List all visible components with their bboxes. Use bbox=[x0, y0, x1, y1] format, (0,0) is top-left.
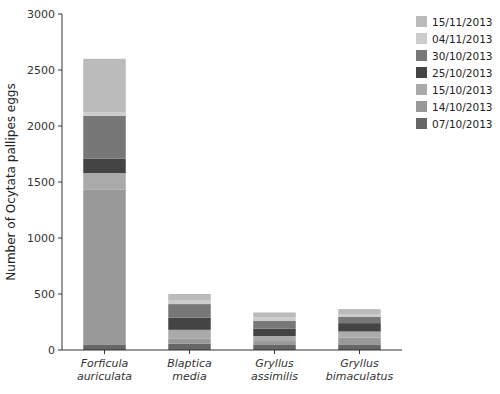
y-tick bbox=[58, 350, 62, 351]
bar-segment bbox=[83, 59, 126, 113]
legend-label: 25/10/2013 bbox=[432, 67, 493, 79]
y-tick-label: 3000 bbox=[27, 8, 55, 21]
bar-segment bbox=[253, 312, 296, 316]
bar-segment bbox=[338, 309, 381, 315]
y-tick bbox=[58, 238, 62, 239]
bar-segment bbox=[338, 323, 381, 331]
bar-segment bbox=[253, 329, 296, 336]
y-tick-label: 1000 bbox=[27, 232, 55, 245]
x-tick-label: Forficulaauriculata bbox=[77, 357, 132, 383]
chart: 0 500 1000 1500 2000 2500 3000 Forficulaauricul… bbox=[0, 0, 500, 394]
bar-segment bbox=[83, 190, 126, 345]
y-tick-label: 2000 bbox=[27, 120, 55, 133]
bar-segment bbox=[168, 301, 211, 304]
bar-segment bbox=[338, 317, 381, 323]
legend-label: 15/10/2013 bbox=[432, 84, 493, 96]
bar-segment bbox=[338, 332, 381, 338]
bar-segment bbox=[338, 344, 381, 350]
x-tick bbox=[274, 350, 275, 354]
legend-swatch bbox=[416, 67, 427, 78]
y-tick bbox=[58, 14, 62, 15]
x-tick-label-line: Forficula bbox=[81, 357, 129, 370]
bar-segment bbox=[168, 330, 211, 339]
bar-segment bbox=[253, 317, 296, 321]
x-tick-label-line: media bbox=[172, 370, 207, 383]
legend-label: 04/11/2013 bbox=[432, 33, 493, 45]
legend: 15/11/2013 04/11/2013 30/10/2013 25/10/2013… bbox=[416, 16, 493, 130]
x-tick-label-line: auriculata bbox=[77, 370, 132, 383]
bar-segment bbox=[83, 113, 126, 116]
bar-segment bbox=[83, 173, 126, 190]
legend-label: 14/10/2013 bbox=[432, 101, 493, 113]
bar-segment bbox=[253, 341, 296, 345]
y-tick-label: 1500 bbox=[27, 176, 55, 189]
bar-segment bbox=[253, 345, 296, 350]
x-tick bbox=[189, 350, 190, 354]
legend-swatch bbox=[416, 33, 427, 44]
legend-label: 15/11/2013 bbox=[432, 16, 493, 28]
legend-swatch bbox=[416, 101, 427, 112]
x-tick-label: Gryllusassimilis bbox=[251, 357, 298, 383]
y-tick-label: 0 bbox=[48, 344, 55, 357]
y-tick-label: 500 bbox=[34, 288, 55, 301]
bar-segment bbox=[338, 338, 381, 345]
legend-swatch bbox=[416, 84, 427, 95]
x-tick bbox=[359, 350, 360, 354]
y-axis bbox=[62, 14, 63, 350]
x-tick-label-line: Gryllus bbox=[255, 357, 294, 370]
y-tick bbox=[58, 126, 62, 127]
bar-segment bbox=[168, 344, 211, 350]
bar-segment bbox=[338, 315, 381, 317]
legend-label: 07/10/2013 bbox=[432, 118, 493, 130]
bar-segment bbox=[168, 294, 211, 301]
bar-segment bbox=[168, 304, 211, 317]
legend-swatch bbox=[416, 118, 427, 129]
x-tick-label: Blapticamedia bbox=[167, 357, 212, 383]
x-tick bbox=[104, 350, 105, 354]
bar-segment bbox=[253, 336, 296, 341]
bar-segment bbox=[253, 321, 296, 329]
legend-label: 30/10/2013 bbox=[432, 50, 493, 62]
bar-segment bbox=[168, 318, 211, 330]
bars bbox=[83, 59, 381, 350]
y-tick bbox=[58, 294, 62, 295]
bar-segment bbox=[83, 158, 126, 173]
y-axis-label: Number of Ocytata pallipes eggs bbox=[4, 83, 18, 280]
x-tick-label-line: Gryllus bbox=[340, 357, 379, 370]
bar-segment bbox=[83, 344, 126, 350]
x-tick-label-line: assimilis bbox=[251, 370, 298, 383]
x-axis bbox=[62, 350, 402, 351]
legend-swatch bbox=[416, 16, 427, 27]
bar-segment bbox=[83, 116, 126, 159]
y-tick bbox=[58, 182, 62, 183]
y-tick bbox=[58, 70, 62, 71]
y-tick-label: 2500 bbox=[27, 64, 55, 77]
x-tick-label: Gryllusbimaculatus bbox=[326, 357, 394, 383]
legend-swatch bbox=[416, 50, 427, 61]
x-tick-label-line: Blaptica bbox=[167, 357, 212, 370]
bar-segment bbox=[168, 339, 211, 344]
x-tick-label-line: bimaculatus bbox=[326, 370, 394, 383]
